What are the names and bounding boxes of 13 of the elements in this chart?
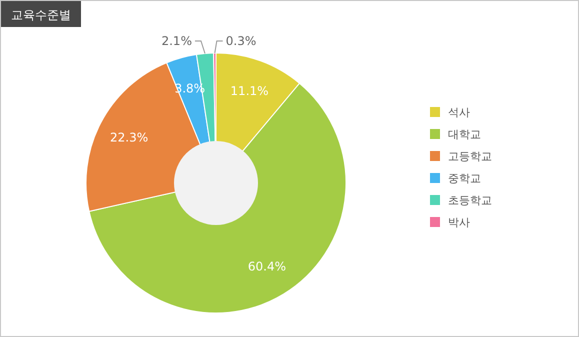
data-label: 22.3%	[110, 130, 148, 145]
data-label: 2.1%	[161, 34, 192, 48]
legend-label: 고등학교	[448, 150, 492, 163]
chart-title: 교육수준별	[11, 8, 71, 22]
legend-label: 석사	[448, 106, 470, 119]
legend-label: 초등학교	[448, 194, 492, 207]
title: 교육수준별	[1, 1, 81, 27]
data-label: 0.3%	[226, 34, 256, 48]
legend-label: 대학교	[448, 128, 481, 141]
legend-label: 중학교	[448, 172, 481, 185]
data-label: 11.1%	[230, 84, 269, 98]
legend-label: 박사	[448, 216, 470, 229]
data-label: 60.4%	[248, 260, 286, 274]
